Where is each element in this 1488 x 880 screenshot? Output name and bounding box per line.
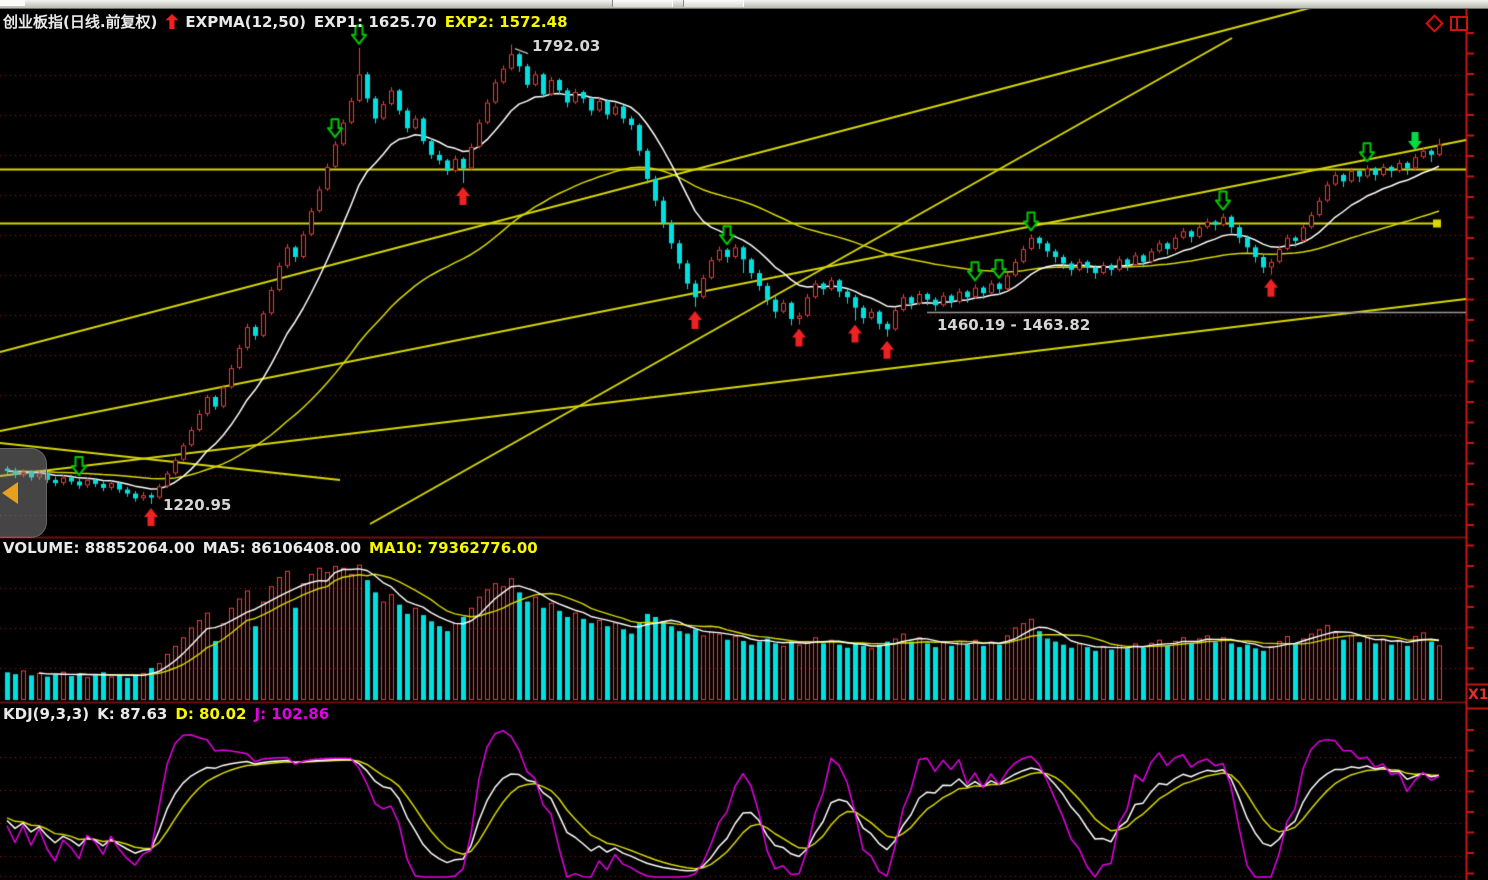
volume-value[interactable]: VOLUME: 88852064.00 xyxy=(3,539,195,557)
lowest-price-label: 1220.95 xyxy=(163,496,232,514)
kdj-pane-header: KDJ(9,3,3) K: 87.63 D: 80.02 J: 102.86 xyxy=(3,705,337,723)
axis-scale-tag: X1 xyxy=(1468,687,1488,703)
kdj-d-value: D: 80.02 xyxy=(175,705,247,723)
price-range-label: 1460.19 - 1463.82 xyxy=(937,316,1091,334)
window-edge-strip xyxy=(0,0,1488,9)
toolbar-button-edge xyxy=(683,0,744,7)
chart-title: 创业板指(日线.前复权) xyxy=(3,13,158,31)
up-arrow-icon xyxy=(165,14,179,29)
window-edge-chip xyxy=(0,0,25,6)
exp1-value: EXP1: 1625.70 xyxy=(313,13,437,31)
indicator-name[interactable]: EXPMA(12,50) xyxy=(185,13,306,31)
kdj-indicator-name[interactable]: KDJ(9,3,3) xyxy=(3,705,90,723)
main-chart-header: 创业板指(日线.前复权) EXPMA(12,50) EXP1: 1625.70 EXP… xyxy=(3,11,576,32)
kdj-k-value: K: 87.63 xyxy=(97,705,168,723)
volume-pane-header: VOLUME: 88852064.00 MA5: 86106408.00 MA10:… xyxy=(3,539,546,557)
kdj-j-value: J: 102.86 xyxy=(254,705,330,723)
exp2-value: EXP2: 1572.48 xyxy=(444,13,568,31)
toolbar-button-edge xyxy=(612,0,673,7)
scroll-left-overlay[interactable] xyxy=(0,448,47,538)
volume-ma5-value: MA5: 86106408.00 xyxy=(202,539,362,557)
highest-price-label: 1792.03 xyxy=(532,37,601,55)
split-window-icon[interactable] xyxy=(1450,16,1468,31)
left-triangle-icon xyxy=(2,482,18,504)
volume-ma10-value: MA10: 79362776.00 xyxy=(369,539,538,557)
